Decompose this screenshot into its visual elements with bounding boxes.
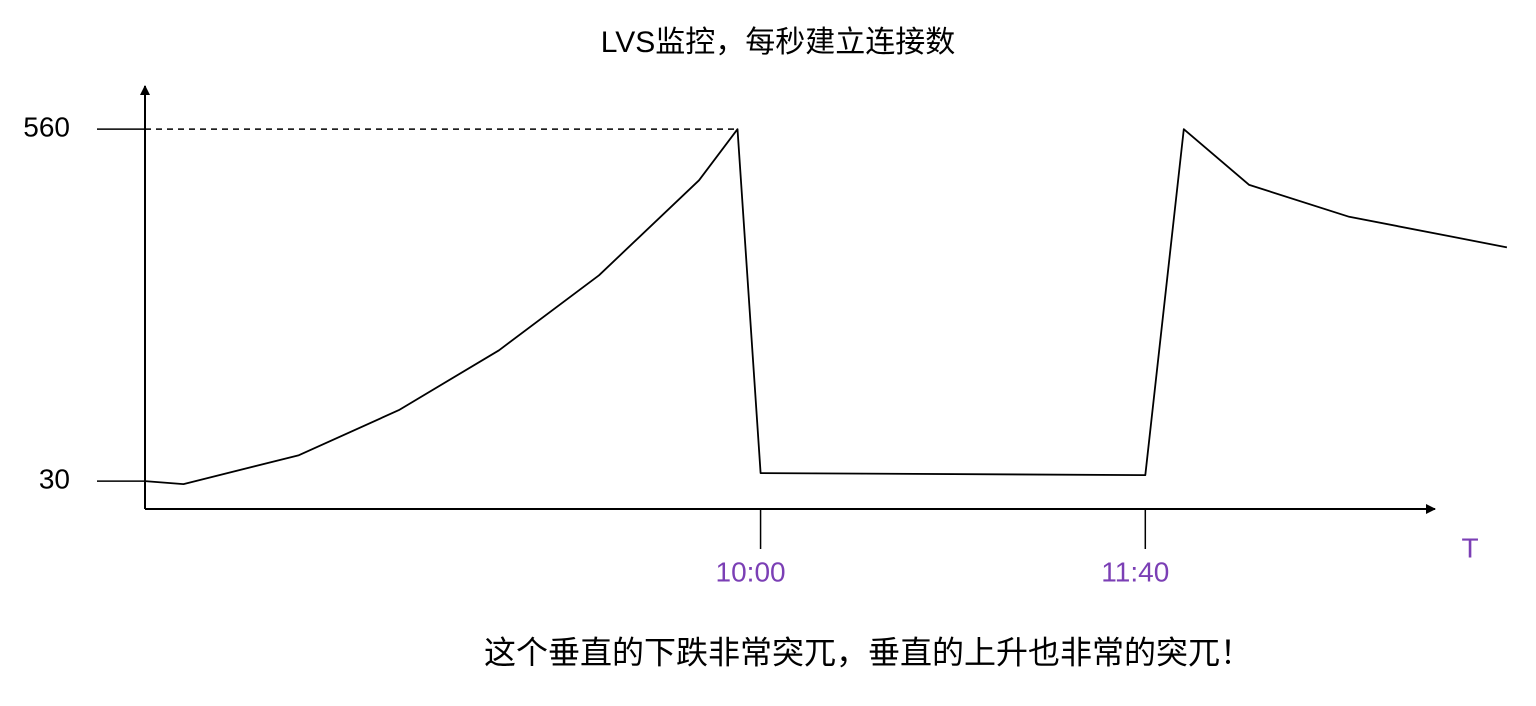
x-axis-label: T xyxy=(1461,532,1478,563)
x-tick-label: 11:40 xyxy=(1101,556,1169,587)
y-tick-label: 560 xyxy=(23,112,70,143)
data-line xyxy=(144,128,1508,485)
chart-title: LVS监控，每秒建立连接数 xyxy=(601,26,955,59)
x-tick-label: 10:00 xyxy=(716,556,786,587)
caption: 这个垂直的下跌非常突兀，垂直的上升也非常的突兀！ xyxy=(484,634,1252,670)
y-tick-label: 30 xyxy=(39,464,70,495)
